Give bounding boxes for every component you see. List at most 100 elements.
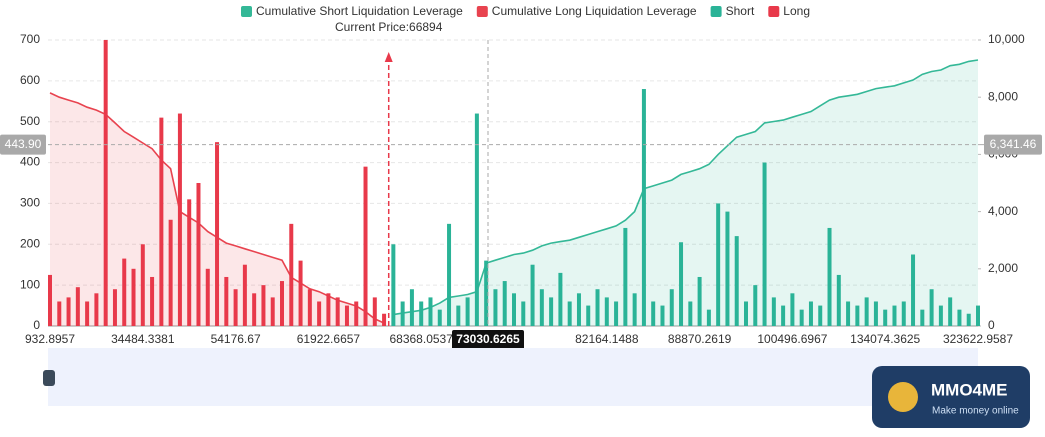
current-price-arrowhead	[384, 52, 393, 62]
bar	[623, 227, 628, 326]
crosshair-right-label: 6,341.46	[990, 137, 1037, 151]
bar	[892, 305, 897, 326]
bar	[976, 305, 980, 326]
y2-tick-label: 10,000	[988, 32, 1025, 46]
y-tick-label: 0	[33, 318, 40, 332]
bar	[530, 264, 535, 326]
bar	[836, 274, 841, 326]
y2-tick-label: 2,000	[988, 261, 1018, 275]
bar	[168, 219, 173, 326]
bar	[233, 289, 238, 326]
bar	[855, 305, 860, 326]
crosshair-left-box	[0, 134, 46, 155]
bar	[317, 301, 322, 326]
bar	[883, 309, 888, 326]
y2-tick-label: 0	[988, 318, 995, 332]
legend-label: Long	[783, 4, 810, 18]
x-tick-label: 34484.3381	[111, 332, 175, 346]
bar	[187, 199, 192, 326]
legend-label: Cumulative Short Liquidation Leverage	[256, 4, 463, 18]
bar	[567, 301, 572, 326]
bar	[873, 301, 878, 326]
x-tick-label: 82164.1488	[575, 332, 639, 346]
bar	[261, 285, 266, 326]
bar	[122, 258, 127, 326]
bar	[799, 309, 804, 326]
bar	[177, 113, 182, 327]
bar	[493, 289, 498, 326]
bar	[150, 276, 155, 326]
bar	[706, 309, 711, 326]
bar	[539, 289, 544, 326]
bar	[614, 301, 619, 326]
bar	[363, 166, 368, 326]
bar	[762, 162, 767, 326]
bar	[818, 305, 823, 326]
crosshair-right-box	[984, 134, 1042, 155]
bar	[957, 309, 962, 326]
legend-label: Short	[726, 4, 755, 18]
bar	[734, 236, 739, 326]
bar	[335, 297, 340, 326]
bar	[205, 268, 210, 326]
bar	[354, 301, 359, 326]
data-zoom-handle-left[interactable]	[43, 370, 55, 386]
bar	[242, 264, 247, 326]
bar	[632, 293, 637, 326]
crosshair-left-label: 443.90	[5, 137, 42, 151]
watermark-title: MMO4ME	[931, 380, 1008, 399]
bar	[771, 297, 776, 326]
bar	[725, 211, 730, 326]
bar	[901, 301, 906, 326]
bar	[911, 254, 916, 326]
bar	[75, 287, 80, 326]
y-tick-label: 300	[20, 196, 40, 210]
bar	[576, 293, 581, 326]
y-tick-label: 100	[20, 277, 40, 291]
y-tick-label: 700	[20, 32, 40, 46]
bar	[938, 305, 943, 326]
bar	[753, 285, 758, 326]
bar	[391, 244, 396, 326]
bar	[549, 297, 554, 326]
bar	[465, 297, 470, 326]
bar	[641, 89, 646, 327]
y2-tick-label: 4,000	[988, 204, 1018, 218]
y-tick-label: 500	[20, 114, 40, 128]
crosshair-x-label: 73030.6265	[456, 332, 520, 346]
area	[50, 92, 385, 327]
bar	[159, 117, 164, 326]
bar	[679, 242, 684, 326]
watermark-subtitle: Make money online	[932, 406, 1019, 417]
bar	[344, 305, 349, 326]
bar	[502, 281, 507, 326]
bar	[846, 301, 851, 326]
bar	[920, 309, 925, 326]
bar	[298, 260, 303, 326]
bar	[864, 297, 869, 326]
x-tick-label: 61922.6657	[297, 332, 361, 346]
data-zoom-track[interactable]	[48, 348, 978, 406]
watermark-icon	[888, 382, 918, 412]
line	[393, 59, 979, 316]
bar	[660, 305, 665, 326]
watermark: MMO4ME Make money online	[872, 366, 1030, 428]
bar	[112, 289, 117, 326]
y-tick-label: 600	[20, 73, 40, 87]
x-tick-label: 134074.3625	[850, 332, 920, 346]
bar	[948, 297, 953, 326]
legend-swatch	[241, 6, 252, 17]
bar	[558, 272, 563, 326]
bar	[280, 281, 284, 326]
bar	[215, 142, 220, 326]
legend-swatch	[476, 6, 488, 17]
crosshair-x-box	[452, 330, 524, 350]
bar	[224, 276, 229, 326]
x-tick-label: 54176.67	[211, 332, 261, 346]
bar	[447, 223, 452, 326]
bar	[669, 289, 674, 326]
y2-tick-label: 8,000	[988, 89, 1018, 103]
x-tick-label: 100496.6967	[757, 332, 827, 346]
bar	[307, 289, 312, 326]
x-tick-label: 68368.0537	[389, 332, 453, 346]
